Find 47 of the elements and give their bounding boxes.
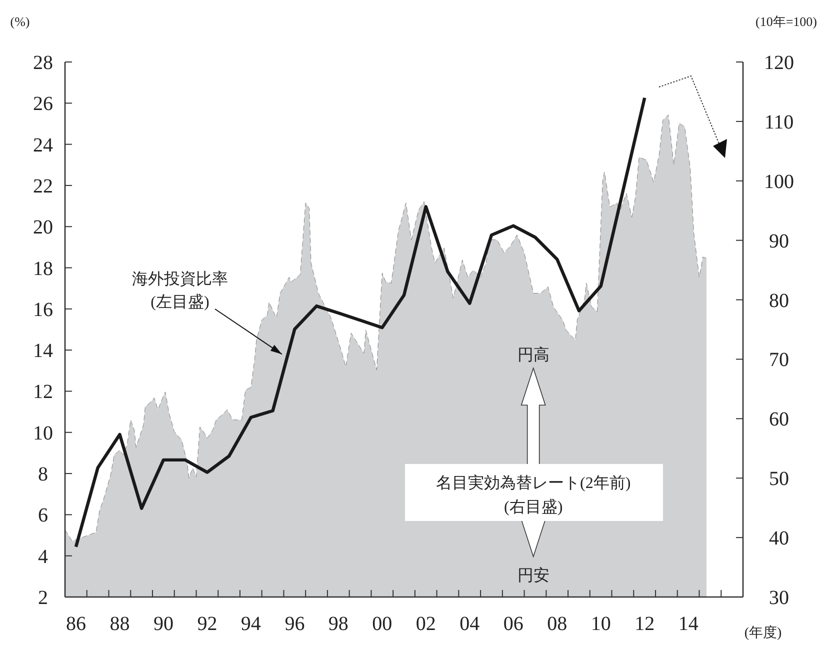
x-tick-label: 14 bbox=[678, 613, 698, 635]
x-tick-label: 96 bbox=[284, 613, 305, 635]
y-tick-label: 26 bbox=[33, 93, 53, 116]
x-tick-label: 00 bbox=[372, 613, 392, 635]
y2-tick-label: 40 bbox=[769, 528, 789, 550]
y-tick-label: 4 bbox=[38, 546, 48, 568]
y-tick-label: 18 bbox=[33, 258, 53, 280]
y-tick-label: 22 bbox=[33, 175, 53, 198]
y-tick-label: 10 bbox=[33, 422, 53, 444]
y-tick-label: 8 bbox=[38, 464, 48, 486]
y2-axis-title: (10年=100) bbox=[756, 14, 817, 29]
x-tick-label: 04 bbox=[460, 613, 480, 635]
y2-tick-label: 50 bbox=[769, 468, 789, 490]
y2-tick-label: 70 bbox=[769, 349, 789, 372]
x-tick-label: 90 bbox=[153, 613, 174, 635]
y-axis-title: (%) bbox=[10, 14, 30, 29]
annotation: 名目実効為替レート(2年前) (右目盛) bbox=[436, 474, 631, 516]
x-tick-label: 06 bbox=[503, 613, 524, 635]
x-axis-title: (年度) bbox=[744, 625, 782, 641]
y2-tick-label: 110 bbox=[764, 111, 794, 134]
y-tick-label: 2 bbox=[38, 587, 48, 609]
x-tick-label: 94 bbox=[240, 613, 261, 635]
annotation: 海外投資比率 (左目盛) bbox=[132, 270, 228, 311]
annotation: 円高 bbox=[517, 346, 550, 364]
x-tick-label: 88 bbox=[110, 613, 130, 635]
y-tick-label: 14 bbox=[33, 340, 53, 362]
x-tick-label: 98 bbox=[328, 613, 348, 635]
y-tick-label: 28 bbox=[33, 52, 53, 74]
y2-tick-label: 80 bbox=[769, 290, 789, 312]
x-tick-label: 12 bbox=[634, 613, 655, 635]
x-tick-label: 02 bbox=[416, 613, 436, 635]
y-tick-label: 16 bbox=[33, 298, 53, 321]
y2-tick-label: 90 bbox=[769, 230, 789, 252]
y-tick-label: 20 bbox=[33, 216, 53, 239]
y-tick-label: 6 bbox=[38, 504, 48, 527]
x-tick-label: 86 bbox=[66, 613, 86, 635]
x-tick-label: 10 bbox=[590, 613, 611, 635]
y2-tick-label: 100 bbox=[764, 170, 794, 193]
y2-tick-label: 30 bbox=[769, 587, 789, 609]
y-tick-label: 12 bbox=[33, 381, 53, 404]
annotation: 円安 bbox=[517, 566, 550, 585]
line-series bbox=[74, 96, 646, 548]
y2-tick-label: 60 bbox=[769, 408, 789, 431]
x-tick-label: 92 bbox=[197, 613, 218, 635]
y2-tick-label: 120 bbox=[764, 52, 794, 74]
x-tick-label: 08 bbox=[547, 613, 568, 635]
y-tick-label: 24 bbox=[33, 134, 53, 156]
